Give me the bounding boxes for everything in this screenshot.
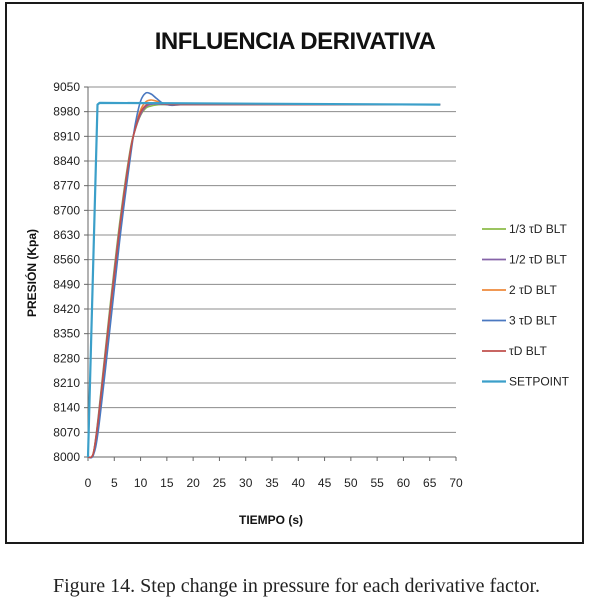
x-tick-label: 0 [85,476,92,490]
x-tick-label: 10 [134,476,148,490]
y-tick-label: 8070 [53,425,80,439]
series-line-4 [87,102,441,459]
y-tick-label: 8490 [53,277,80,291]
y-tick-label: 8560 [53,253,80,267]
y-tick-label: 8420 [53,302,80,316]
y-tick-label: 8350 [53,327,80,341]
x-tick-label: 35 [265,476,279,490]
x-tick-label: 55 [370,476,384,490]
y-tick-label: 9050 [53,80,80,94]
legend-label: 2 τD BLT [509,283,558,297]
x-tick-label: 15 [160,476,174,490]
series-line-1 [87,103,441,459]
x-tick-label: 60 [397,476,411,490]
legend-label: τD BLT [509,344,548,358]
y-ticks: 9050 8980 8910 8840 8770 8700 8630 8560 8490 8420… [53,80,88,464]
x-tick-label: 20 [186,476,200,490]
y-tick-label: 8280 [53,351,80,365]
y-tick-label: 8000 [53,450,80,464]
legend-label: 3 τD BLT [509,314,558,328]
chart-frame [5,2,584,544]
series-line-0 [87,103,441,459]
y-axis-title: PRESIÓN (Kpa) [24,229,39,317]
y-tick-label: 8140 [53,401,80,415]
figure-caption: Figure 14. Step change in pressure for e… [52,575,541,597]
series-lines [86,91,441,459]
series-line-5 [86,101,441,458]
x-tick-label: 25 [213,476,227,490]
y-tick-label: 8770 [53,179,80,193]
x-tick-label: 45 [318,476,332,490]
y-tick-label: 8980 [53,105,80,119]
x-axis-title: TIEMPO (s) [239,513,303,527]
series-line-2 [87,99,441,459]
legend-label: 1/2 τD BLT [509,253,568,267]
x-tick-label: 30 [239,476,253,490]
axes [87,87,456,458]
x-tick-label: 65 [423,476,437,490]
series-line-3 [87,91,441,459]
legend-label: 1/3 τD BLT [509,222,568,236]
x-tick-label: 50 [344,476,358,490]
x-tick-label: 70 [449,476,463,490]
y-tick-label: 8910 [53,129,80,143]
y-tick-label: 8840 [53,154,80,168]
y-tick-label: 8630 [53,228,80,242]
x-tick-label: 40 [292,476,306,490]
x-ticks: 0 5 10 15 20 25 30 35 40 45 50 55 60 65 70 [85,457,463,490]
y-tick-label: 8700 [53,203,80,217]
chart-title: INFLUENCIA DERIVATIVA [155,28,436,55]
y-tick-label: 8210 [53,376,80,390]
legend: 1/3 τD BLT 1/2 τD BLT 2 τD BLT 3 τD BLT τD B… [482,222,570,389]
grid [88,86,456,433]
legend-label: SETPOINT [509,375,570,389]
x-tick-label: 5 [111,476,118,490]
